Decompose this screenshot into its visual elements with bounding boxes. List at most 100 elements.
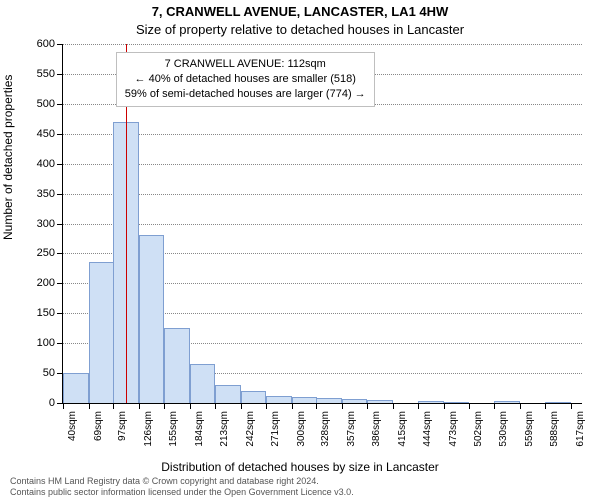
- histogram-bar: [494, 401, 520, 403]
- chart-container: 7, CRANWELL AVENUE, LANCASTER, LA1 4HW S…: [0, 0, 600, 500]
- histogram-bar: [266, 396, 292, 403]
- footer-attribution: Contains HM Land Registry data © Crown c…: [10, 476, 590, 498]
- info-box: 7 CRANWELL AVENUE: 112sqm← 40% of detach…: [116, 52, 375, 107]
- x-tick: [469, 403, 470, 409]
- histogram-bar: [215, 385, 241, 403]
- y-tick: [57, 253, 63, 254]
- footer-line-2: Contains public sector information licen…: [10, 487, 590, 498]
- x-tick: [89, 403, 90, 409]
- y-tick-label: 300: [37, 218, 55, 230]
- x-tick: [63, 403, 64, 409]
- x-tick: [494, 403, 495, 409]
- x-tick-label: 69sqm: [93, 411, 104, 441]
- x-tick-label: 386sqm: [371, 411, 382, 447]
- x-tick-label: 415sqm: [397, 411, 408, 447]
- y-axis-label: Number of detached properties: [1, 75, 15, 240]
- x-tick: [215, 403, 216, 409]
- x-tick: [241, 403, 242, 409]
- y-tick-label: 200: [37, 277, 55, 289]
- x-tick: [190, 403, 191, 409]
- gridline: [63, 164, 582, 165]
- x-tick: [418, 403, 419, 409]
- y-tick: [57, 74, 63, 75]
- x-tick: [545, 403, 546, 409]
- y-tick-label: 600: [37, 38, 55, 50]
- x-tick: [571, 403, 572, 409]
- histogram-bar: [164, 328, 190, 403]
- histogram-bar: [190, 364, 216, 403]
- y-tick-label: 0: [49, 397, 55, 409]
- histogram-bar: [63, 373, 89, 403]
- y-tick-label: 500: [37, 98, 55, 110]
- x-tick-label: 155sqm: [168, 411, 179, 447]
- y-tick-label: 50: [43, 367, 55, 379]
- x-tick: [444, 403, 445, 409]
- x-tick-label: 588sqm: [549, 411, 560, 447]
- x-tick: [393, 403, 394, 409]
- y-tick-label: 350: [37, 188, 55, 200]
- x-tick-label: 242sqm: [245, 411, 256, 447]
- x-tick: [342, 403, 343, 409]
- x-tick-label: 126sqm: [143, 411, 154, 447]
- y-tick-label: 100: [37, 337, 55, 349]
- footer-line-1: Contains HM Land Registry data © Crown c…: [10, 476, 590, 487]
- histogram-bar: [418, 401, 444, 403]
- x-tick-label: 213sqm: [219, 411, 230, 447]
- info-box-line: ← 40% of detached houses are smaller (51…: [125, 72, 366, 87]
- x-tick-label: 184sqm: [194, 411, 205, 447]
- histogram-bar: [139, 235, 165, 403]
- x-tick-label: 473sqm: [448, 411, 459, 447]
- y-tick-label: 550: [37, 68, 55, 80]
- info-box-line: 7 CRANWELL AVENUE: 112sqm: [125, 57, 366, 72]
- x-tick-label: 559sqm: [524, 411, 535, 447]
- x-tick: [367, 403, 368, 409]
- x-tick-label: 271sqm: [270, 411, 281, 447]
- y-tick-label: 400: [37, 158, 55, 170]
- y-tick-label: 150: [37, 307, 55, 319]
- x-tick-label: 502sqm: [473, 411, 484, 447]
- x-tick-label: 328sqm: [320, 411, 331, 447]
- y-tick: [57, 313, 63, 314]
- y-tick-label: 250: [37, 247, 55, 259]
- x-tick-label: 617sqm: [575, 411, 586, 447]
- histogram-bar: [342, 399, 368, 403]
- y-tick: [57, 194, 63, 195]
- x-tick-label: 97sqm: [117, 411, 128, 441]
- y-tick: [57, 104, 63, 105]
- x-axis-label: Distribution of detached houses by size …: [0, 460, 600, 474]
- x-tick: [292, 403, 293, 409]
- gridline: [63, 44, 582, 45]
- y-tick: [57, 134, 63, 135]
- chart-subtitle: Size of property relative to detached ho…: [0, 22, 600, 37]
- x-tick: [266, 403, 267, 409]
- x-tick: [520, 403, 521, 409]
- x-tick: [139, 403, 140, 409]
- x-tick-label: 300sqm: [296, 411, 307, 447]
- gridline: [63, 134, 582, 135]
- histogram-bar: [545, 402, 571, 403]
- y-tick: [57, 164, 63, 165]
- y-tick: [57, 283, 63, 284]
- histogram-bar: [367, 400, 393, 403]
- histogram-bar: [241, 391, 267, 403]
- x-tick: [316, 403, 317, 409]
- y-tick: [57, 343, 63, 344]
- x-tick: [164, 403, 165, 409]
- info-box-line: 59% of semi-detached houses are larger (…: [125, 87, 366, 102]
- histogram-bar: [316, 398, 342, 403]
- x-tick: [113, 403, 114, 409]
- x-tick-label: 444sqm: [422, 411, 433, 447]
- x-tick-label: 530sqm: [498, 411, 509, 447]
- gridline: [63, 194, 582, 195]
- histogram-bar: [444, 402, 470, 403]
- y-tick: [57, 224, 63, 225]
- x-tick-label: 40sqm: [67, 411, 78, 441]
- y-tick: [57, 44, 63, 45]
- y-tick-label: 450: [37, 128, 55, 140]
- x-tick-label: 357sqm: [346, 411, 357, 447]
- histogram-bar: [292, 397, 318, 403]
- histogram-bar: [89, 262, 115, 403]
- plot-area: 05010015020025030035040045050055060040sq…: [62, 44, 582, 404]
- chart-title: 7, CRANWELL AVENUE, LANCASTER, LA1 4HW: [0, 4, 600, 19]
- gridline: [63, 224, 582, 225]
